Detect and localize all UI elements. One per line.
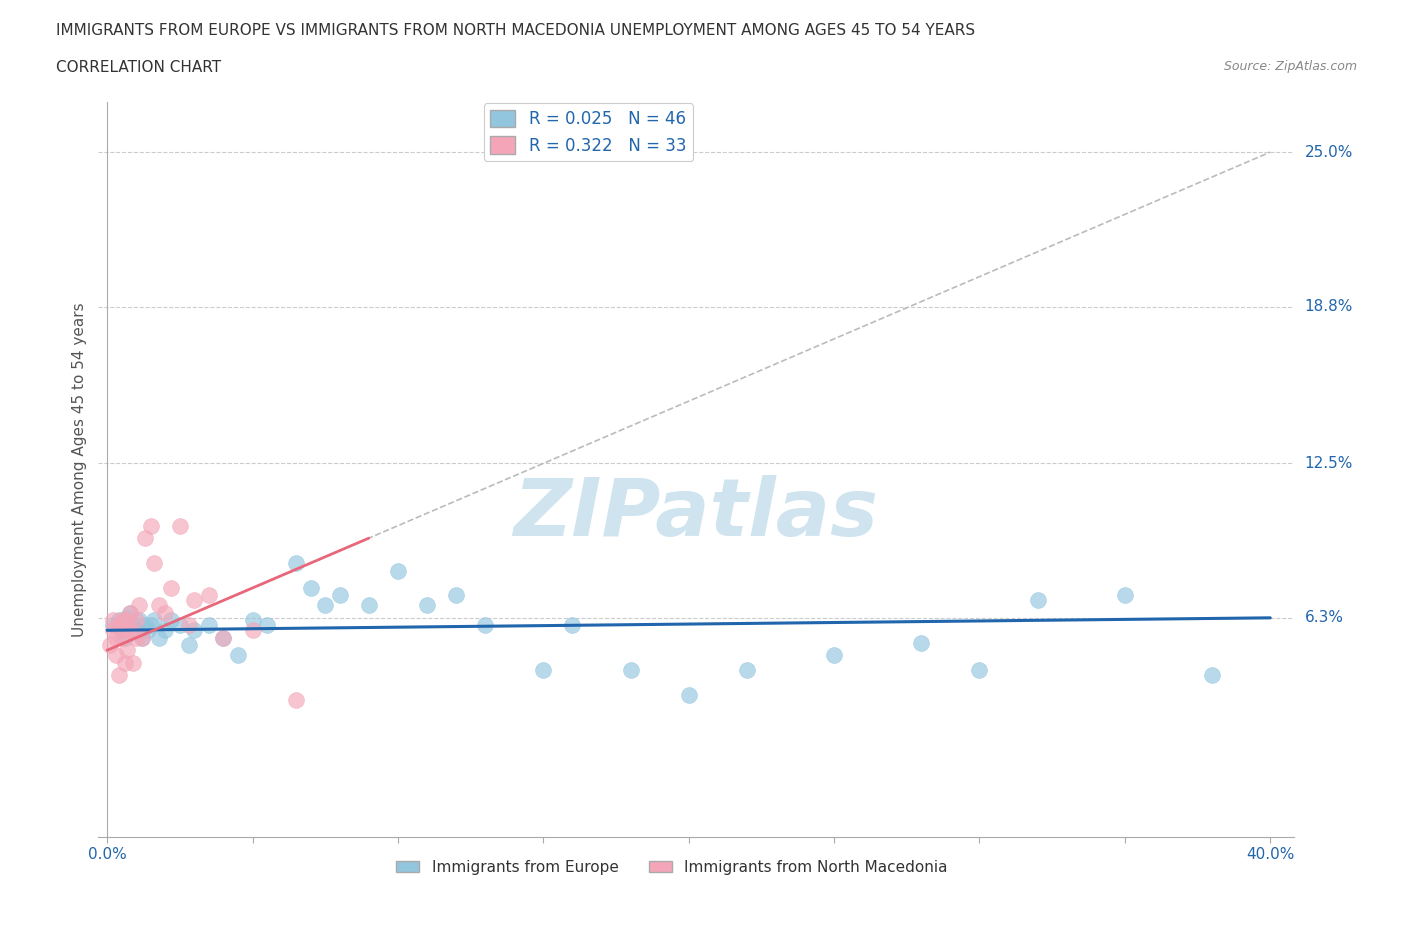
Point xyxy=(198,588,221,603)
Point xyxy=(177,618,200,632)
Point xyxy=(329,588,352,603)
Point xyxy=(177,638,200,653)
Point xyxy=(122,618,145,632)
Point xyxy=(101,613,124,628)
Point xyxy=(114,631,136,645)
Point xyxy=(134,531,156,546)
Text: 6.3%: 6.3% xyxy=(1305,610,1344,625)
Point xyxy=(107,613,129,628)
Point xyxy=(107,618,129,632)
Point xyxy=(416,598,439,613)
Point xyxy=(169,618,191,632)
Text: ZIPatlas: ZIPatlas xyxy=(513,474,879,552)
Point xyxy=(256,618,278,632)
Point xyxy=(1026,593,1049,608)
Text: 18.8%: 18.8% xyxy=(1305,299,1353,314)
Point xyxy=(735,663,758,678)
Point xyxy=(104,648,127,663)
Point xyxy=(357,598,380,613)
Point xyxy=(155,605,177,620)
Point xyxy=(198,618,221,632)
Point xyxy=(134,618,156,632)
Point xyxy=(111,613,134,628)
Point xyxy=(444,588,467,603)
Text: 12.5%: 12.5% xyxy=(1305,456,1353,471)
Point xyxy=(128,613,150,628)
Point xyxy=(107,668,129,683)
Point xyxy=(1201,668,1223,683)
Text: 25.0%: 25.0% xyxy=(1305,144,1353,160)
Point xyxy=(101,623,124,638)
Point xyxy=(183,623,205,638)
Point xyxy=(561,618,583,632)
Point xyxy=(1114,588,1136,603)
Point xyxy=(117,613,139,628)
Legend: Immigrants from Europe, Immigrants from North Macedonia: Immigrants from Europe, Immigrants from … xyxy=(391,854,953,881)
Point xyxy=(242,623,264,638)
Point xyxy=(111,631,134,645)
Point xyxy=(212,631,235,645)
Point xyxy=(136,623,159,638)
Point xyxy=(142,613,165,628)
Point xyxy=(969,663,991,678)
Point xyxy=(285,693,308,708)
Point xyxy=(120,605,142,620)
Point xyxy=(169,518,191,533)
Point xyxy=(131,631,153,645)
Point xyxy=(139,618,162,632)
Point xyxy=(114,623,136,638)
Point xyxy=(142,555,165,570)
Point xyxy=(125,631,148,645)
Point xyxy=(111,623,134,638)
Point xyxy=(148,631,170,645)
Point xyxy=(226,648,249,663)
Point xyxy=(823,648,845,663)
Point xyxy=(242,613,264,628)
Point xyxy=(125,613,148,628)
Text: CORRELATION CHART: CORRELATION CHART xyxy=(56,60,221,75)
Point xyxy=(120,623,142,638)
Point xyxy=(314,598,336,613)
Point xyxy=(678,687,700,702)
Point xyxy=(101,618,124,632)
Y-axis label: Unemployment Among Ages 45 to 54 years: Unemployment Among Ages 45 to 54 years xyxy=(72,302,87,637)
Point xyxy=(160,613,183,628)
Text: IMMIGRANTS FROM EUROPE VS IMMIGRANTS FROM NORTH MACEDONIA UNEMPLOYMENT AMONG AGE: IMMIGRANTS FROM EUROPE VS IMMIGRANTS FRO… xyxy=(56,23,976,38)
Point xyxy=(139,518,162,533)
Point xyxy=(148,598,170,613)
Point xyxy=(155,623,177,638)
Point xyxy=(212,631,235,645)
Point xyxy=(120,605,142,620)
Point xyxy=(531,663,554,678)
Point xyxy=(114,656,136,671)
Point xyxy=(387,563,409,578)
Point xyxy=(122,656,145,671)
Point xyxy=(910,635,932,650)
Point xyxy=(183,593,205,608)
Point xyxy=(285,555,308,570)
Point xyxy=(104,631,127,645)
Point xyxy=(299,580,322,595)
Text: Source: ZipAtlas.com: Source: ZipAtlas.com xyxy=(1223,60,1357,73)
Point xyxy=(474,618,496,632)
Point xyxy=(117,610,139,625)
Point xyxy=(128,598,150,613)
Point xyxy=(117,643,139,658)
Point xyxy=(98,638,121,653)
Point xyxy=(131,631,153,645)
Point xyxy=(125,623,148,638)
Point xyxy=(619,663,641,678)
Point xyxy=(160,580,183,595)
